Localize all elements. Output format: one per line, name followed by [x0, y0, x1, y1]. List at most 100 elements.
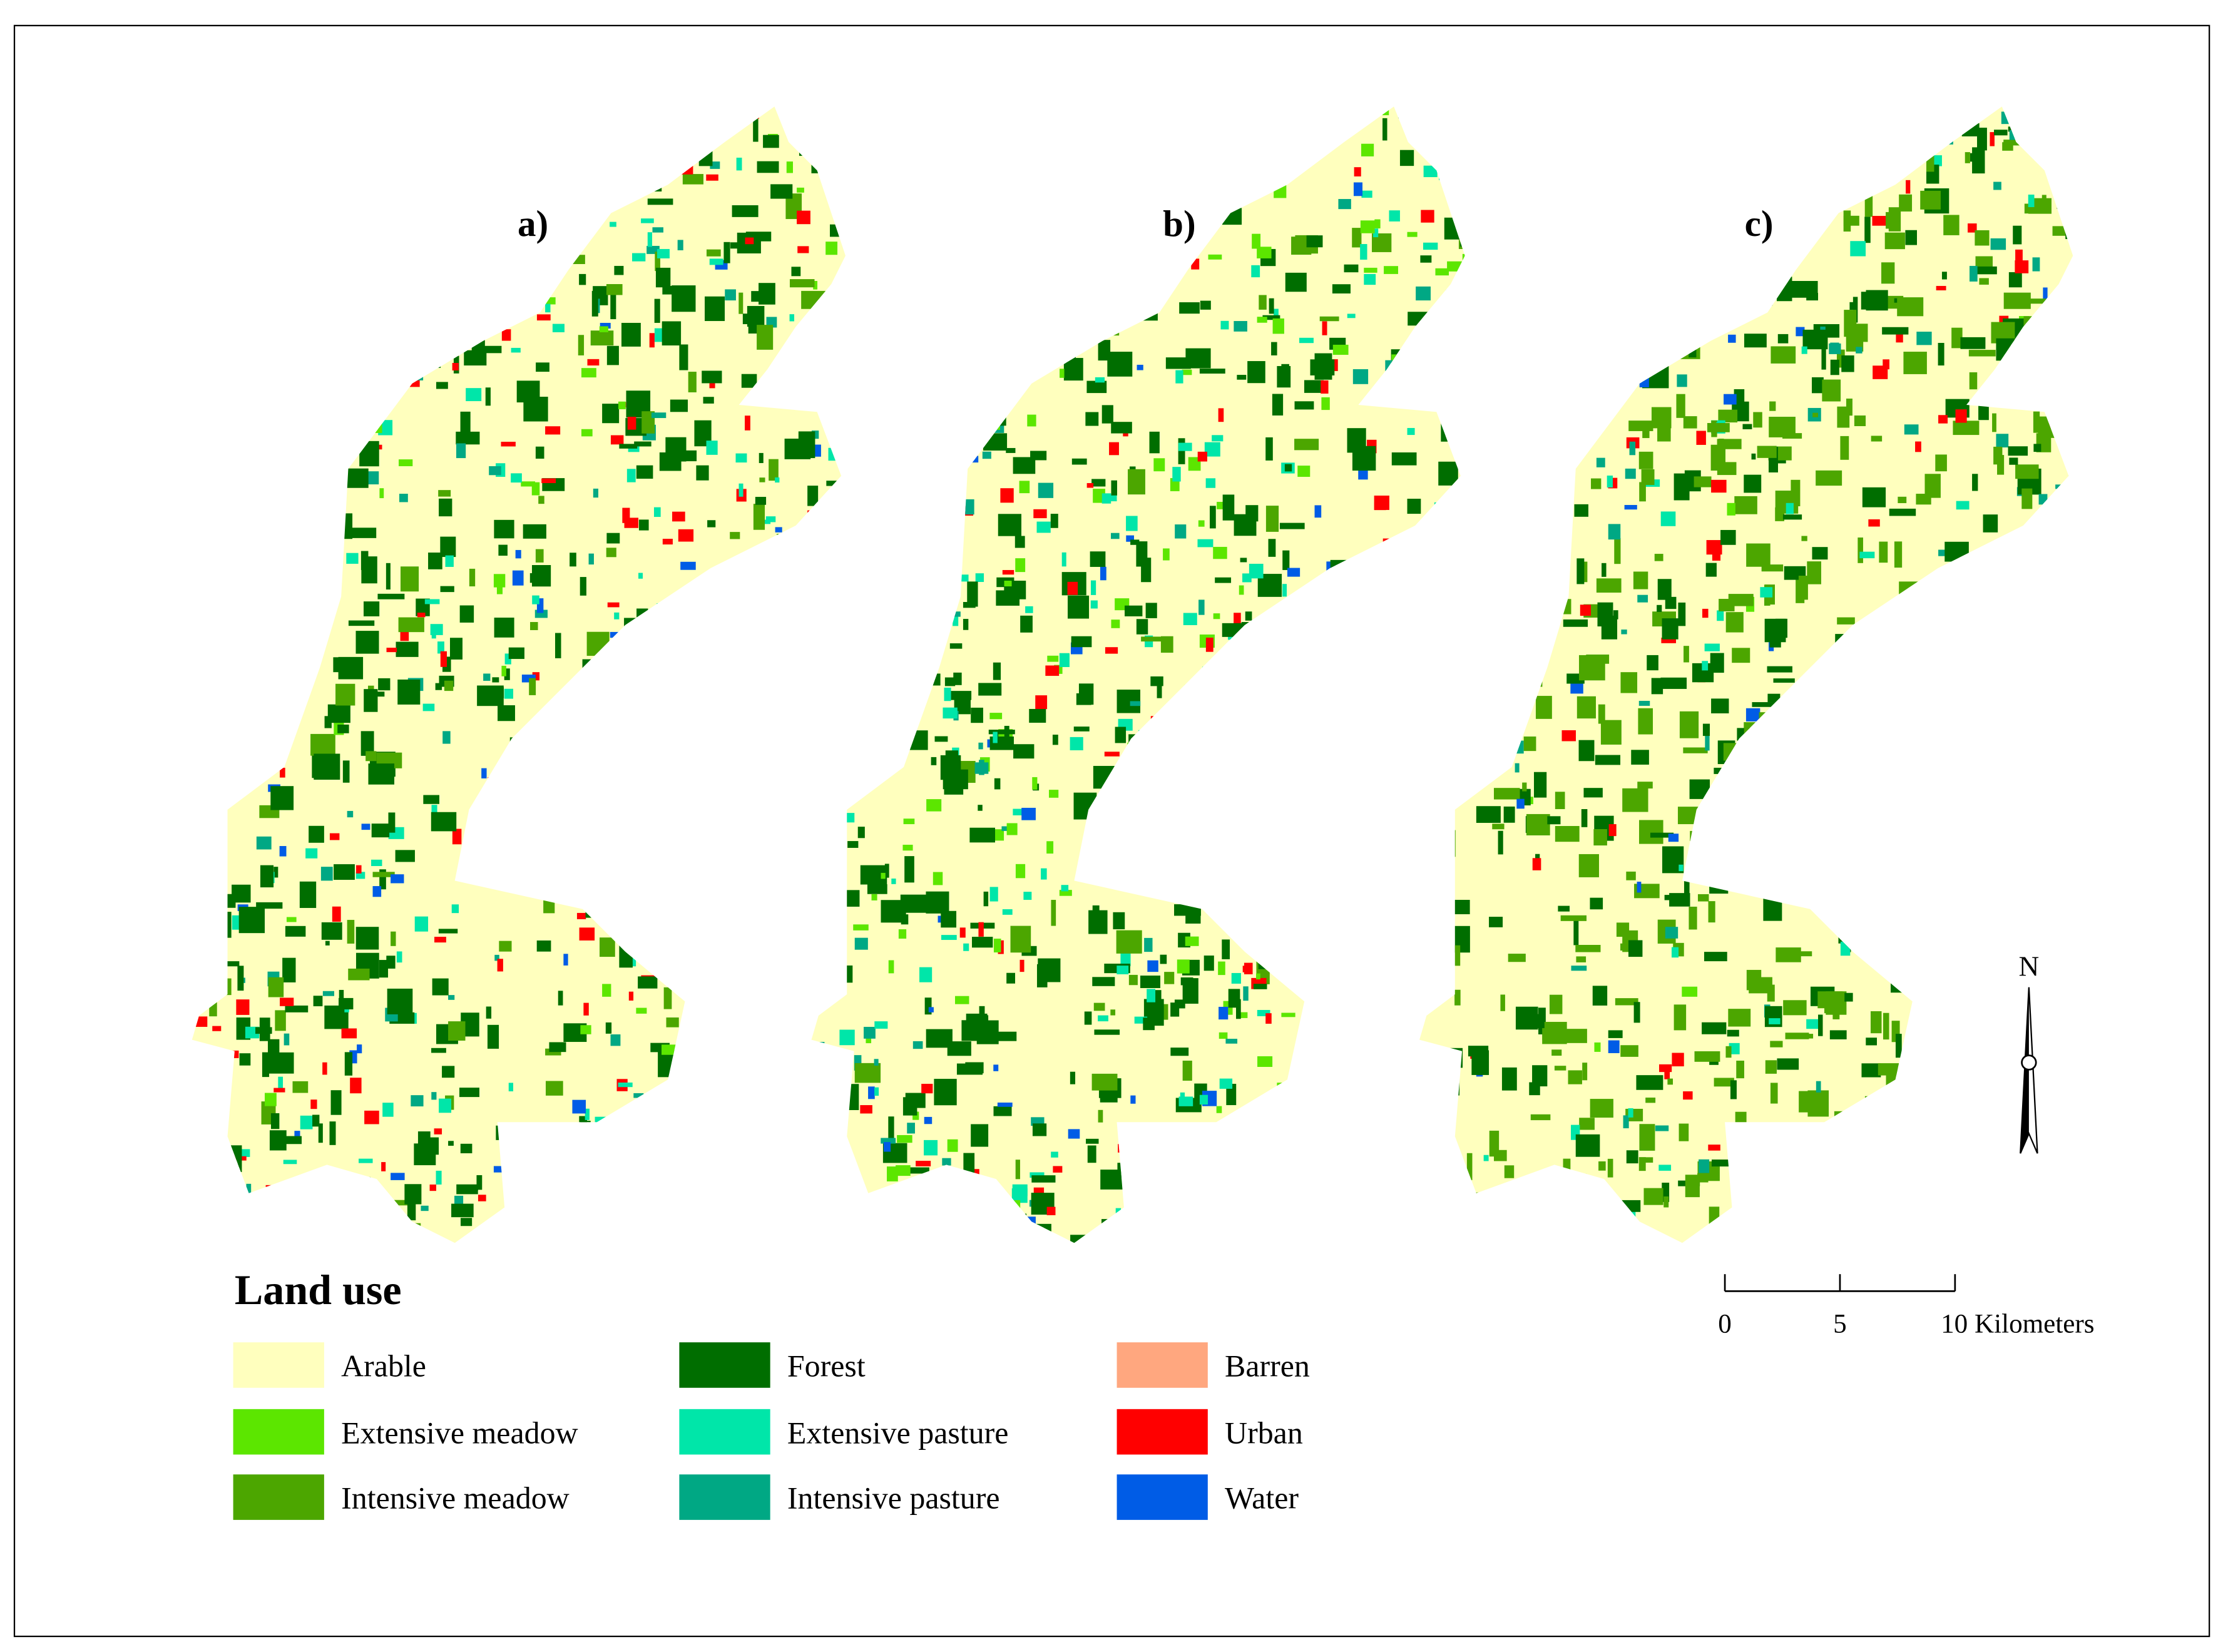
- land-patch: [442, 731, 451, 744]
- land-patch: [1421, 210, 1434, 223]
- land-patch: [411, 1095, 424, 1107]
- land-patch: [1188, 457, 1201, 471]
- land-patch: [963, 1153, 975, 1174]
- land-patch: [329, 1121, 336, 1145]
- land-patch: [705, 296, 725, 322]
- land-patch: [1085, 412, 1099, 426]
- land-patch: [1145, 603, 1157, 618]
- land-patch: [347, 920, 355, 944]
- land-patch: [1476, 806, 1501, 823]
- land-patch: [558, 991, 563, 1006]
- land-patch: [427, 1137, 439, 1155]
- land-patch: [1218, 408, 1224, 422]
- land-patch: [1598, 1161, 1606, 1171]
- land-patch: [1579, 1118, 1595, 1130]
- land-patch: [653, 507, 661, 518]
- land-patch: [2008, 446, 2028, 456]
- legend-label: Extensive pasture: [787, 1415, 1009, 1450]
- land-patch: [1667, 1078, 1674, 1085]
- land-patch: [264, 1093, 277, 1106]
- land-patch: [454, 1195, 464, 1206]
- land-patch: [786, 161, 793, 173]
- land-patch: [969, 827, 996, 843]
- land-patch: [494, 519, 514, 539]
- land-patch: [1858, 537, 1863, 563]
- land-patch: [1866, 1038, 1877, 1046]
- land-patch: [1002, 569, 1014, 575]
- land-patch: [791, 267, 801, 277]
- land-patch: [1219, 1006, 1229, 1020]
- land-patch: [267, 1039, 280, 1066]
- land-patch: [332, 906, 341, 922]
- land-patch: [1013, 808, 1027, 815]
- land-patch: [797, 210, 810, 225]
- land-patch: [1014, 536, 1025, 548]
- land-patch: [398, 617, 424, 633]
- legend-label: Barren: [1225, 1349, 1310, 1384]
- land-patch: [1658, 1165, 1672, 1171]
- land-patch: [1683, 1091, 1693, 1100]
- land-patch: [1047, 655, 1059, 662]
- land-patch: [1621, 630, 1627, 635]
- land-patch: [1769, 640, 1781, 648]
- land-patch: [1633, 1002, 1640, 1023]
- land-patch: [971, 707, 983, 723]
- land-patch: [1086, 380, 1107, 394]
- land-patch: [741, 374, 757, 388]
- land-patch: [618, 1082, 633, 1088]
- land-patch: [372, 872, 395, 877]
- land-patch: [1602, 563, 1607, 577]
- land-patch: [523, 397, 548, 422]
- land-patch: [647, 232, 653, 247]
- land-patch: [504, 688, 514, 699]
- land-patch: [1086, 1138, 1099, 1144]
- land-patch: [1147, 989, 1156, 1002]
- land-patch: [1676, 394, 1685, 418]
- land-patch: [521, 481, 535, 487]
- land-patch: [988, 730, 1015, 735]
- land-patch: [1213, 613, 1220, 620]
- land-patch: [1255, 973, 1260, 980]
- land-patch: [310, 733, 335, 756]
- land-patch: [1729, 1043, 1740, 1054]
- land-patch: [864, 1026, 876, 1039]
- land-patch: [438, 929, 458, 934]
- land-patch: [1105, 494, 1117, 502]
- land-patch: [1091, 1073, 1118, 1091]
- land-patch: [278, 1076, 284, 1091]
- land-patch: [1093, 1002, 1105, 1011]
- land-patch: [538, 496, 544, 504]
- land-patch: [826, 481, 842, 486]
- land-patch: [414, 916, 429, 932]
- land-patch: [1769, 1018, 1781, 1024]
- land-patch: [1297, 466, 1311, 477]
- land-patch: [1492, 823, 1505, 830]
- land-patch: [1086, 483, 1094, 488]
- land-patch: [1821, 347, 1826, 370]
- land-patch: [563, 954, 568, 966]
- land-patch: [1570, 683, 1583, 694]
- land-patch: [1638, 1157, 1646, 1171]
- land-patch: [344, 1052, 353, 1076]
- land-patch: [1321, 380, 1329, 394]
- land-patch: [610, 631, 620, 638]
- land-patch: [2028, 194, 2035, 207]
- land-patch: [1728, 334, 1736, 343]
- land-patch: [610, 222, 616, 227]
- land-patch: [452, 829, 462, 845]
- land-patch: [944, 687, 951, 701]
- land-patch: [292, 1081, 309, 1093]
- land-patch: [1636, 1075, 1663, 1090]
- land-patch: [312, 1114, 320, 1127]
- land-patch: [1578, 655, 1605, 681]
- land-patch: [1608, 1030, 1623, 1038]
- land-patch: [1616, 922, 1630, 937]
- land-patch: [1249, 563, 1264, 579]
- legend-label: Extensive meadow: [341, 1415, 578, 1450]
- land-patch: [1697, 1173, 1709, 1183]
- land-patch: [798, 431, 815, 459]
- land-patch: [381, 1162, 386, 1171]
- land-patch: [1798, 576, 1808, 600]
- land-patch: [853, 924, 869, 931]
- land-patch: [854, 937, 868, 950]
